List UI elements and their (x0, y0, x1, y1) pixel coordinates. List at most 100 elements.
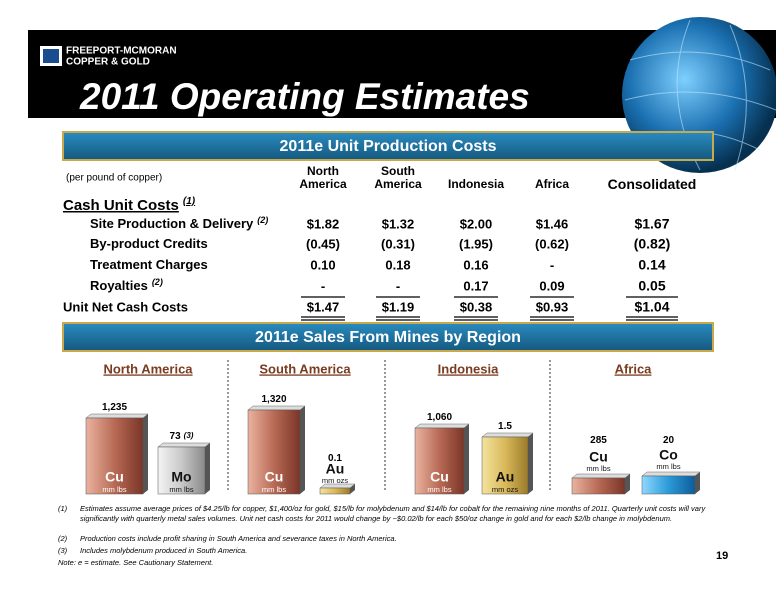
footnote: (2) Production costs include profit shari… (58, 534, 708, 544)
cell: - (550, 257, 554, 272)
cell: (1.95) (459, 236, 493, 251)
logo-mark-inner (43, 49, 59, 63)
total-cell: $0.93 (536, 299, 569, 314)
bar-top (157, 442, 211, 448)
bar-side (143, 414, 148, 494)
note: Note: e = estimate. See Cautionary State… (58, 558, 214, 567)
section-label: Cash Unit Costs (1) (63, 196, 196, 214)
bar-side (625, 474, 630, 494)
column-header: Consolidated (607, 176, 697, 192)
logo-text: FREEPORT-MCMORAN (66, 46, 177, 57)
bar (414, 427, 465, 495)
cell: $1.82 (307, 216, 340, 231)
unit: mm lbs (169, 485, 193, 494)
column-header: Africa (534, 177, 569, 191)
cell: (0.31) (381, 236, 415, 251)
item-value: 73 (3) (170, 431, 194, 442)
footnote-text: Estimates assume average prices of $4.25… (80, 504, 706, 523)
total-cell: $1.04 (634, 299, 669, 315)
bar-side (695, 472, 700, 494)
bar-top (641, 471, 701, 477)
total-cell: $0.38 (460, 299, 493, 314)
unit: mm lbs (586, 464, 610, 473)
bar (319, 487, 351, 495)
item-value-text: 1,060 (427, 412, 452, 423)
section-title: 2011e Unit Production Costs (280, 138, 497, 155)
footnote-mark: (1) (58, 504, 68, 513)
region-name: Indonesia (438, 361, 499, 376)
total-label: Unit Net Cash Costs (63, 299, 188, 314)
cell: - (321, 278, 325, 293)
footnote-ref: (2) (257, 215, 268, 225)
metal: Mo (171, 469, 191, 485)
row-label-text: By-product Credits (90, 236, 208, 251)
footnote-mark: (3) (58, 546, 68, 555)
item-value-text: 0.1 (328, 453, 342, 464)
unit: mm ozs (492, 485, 519, 494)
total-cell: $1.19 (382, 299, 415, 314)
bar (481, 436, 529, 495)
cell: 0.17 (463, 278, 488, 293)
item-value-text: 285 (590, 435, 607, 446)
cell: 0.14 (638, 257, 665, 273)
footnote: (1) Estimates assume average prices of $4… (58, 504, 708, 523)
bar-side (205, 443, 210, 494)
cell: 0.18 (385, 257, 410, 272)
bar-top (247, 405, 306, 411)
item-value-text: 20 (663, 435, 675, 446)
bar (641, 475, 696, 495)
bar-side (350, 484, 355, 494)
unit: mm lbs (427, 485, 451, 494)
cell: - (396, 278, 400, 293)
footnote-ref: (2) (152, 277, 163, 287)
bar-top (85, 413, 149, 419)
item-value-text: 1.5 (498, 421, 512, 432)
footnote-ref: (1) (183, 196, 196, 207)
cell: 0.05 (638, 278, 665, 294)
metal: Cu (105, 469, 124, 485)
row-label: Royalties (2) (90, 277, 163, 293)
row-label-text: Royalties (90, 278, 148, 293)
cell: (0.62) (535, 236, 569, 251)
title: 2011 Operating Estimates (79, 76, 530, 117)
section-label-text: Cash Unit Costs (63, 197, 179, 214)
footnote: (3) Includes molybdenum produced in South… (58, 546, 708, 556)
cell: (0.45) (306, 236, 340, 251)
row-label: Treatment Charges (90, 257, 208, 272)
metal: Cu (265, 469, 284, 485)
bar (157, 446, 206, 495)
row-label: Site Production & Delivery (2) (90, 215, 268, 231)
bar-side (528, 433, 533, 494)
item-value: 1,060 (427, 412, 452, 423)
item-value: 0.1 (328, 453, 342, 464)
region-name: Africa (615, 361, 653, 376)
cell: 0.09 (539, 278, 564, 293)
unit: mm lbs (262, 485, 286, 494)
footnote-ref: (3) (184, 431, 194, 440)
bar-top (571, 473, 631, 479)
item-value: 20 (663, 435, 675, 446)
item-value-text: 1,235 (102, 402, 127, 413)
unit: mm lbs (102, 485, 126, 494)
bar-top (481, 432, 534, 438)
region-name: South America (259, 361, 351, 376)
item-value: 285 (590, 435, 607, 446)
cell: $1.46 (536, 216, 569, 231)
region-name: North America (103, 361, 193, 376)
metal: Au (326, 461, 345, 477)
unit: mm lbs (656, 462, 680, 471)
cell: 0.10 (310, 257, 335, 272)
footnote-mark: (2) (58, 534, 68, 543)
bar-side (464, 424, 469, 494)
bar (571, 477, 626, 495)
unit-note: (per pound of copper) (66, 173, 162, 184)
cell: $1.67 (634, 216, 669, 232)
section-title: 2011e Sales From Mines by Region (255, 329, 521, 346)
bar-top (414, 423, 470, 429)
cell: (0.82) (634, 236, 671, 252)
metal: Au (496, 469, 515, 485)
bar-side (300, 406, 305, 494)
row-label-text: Treatment Charges (90, 257, 208, 272)
